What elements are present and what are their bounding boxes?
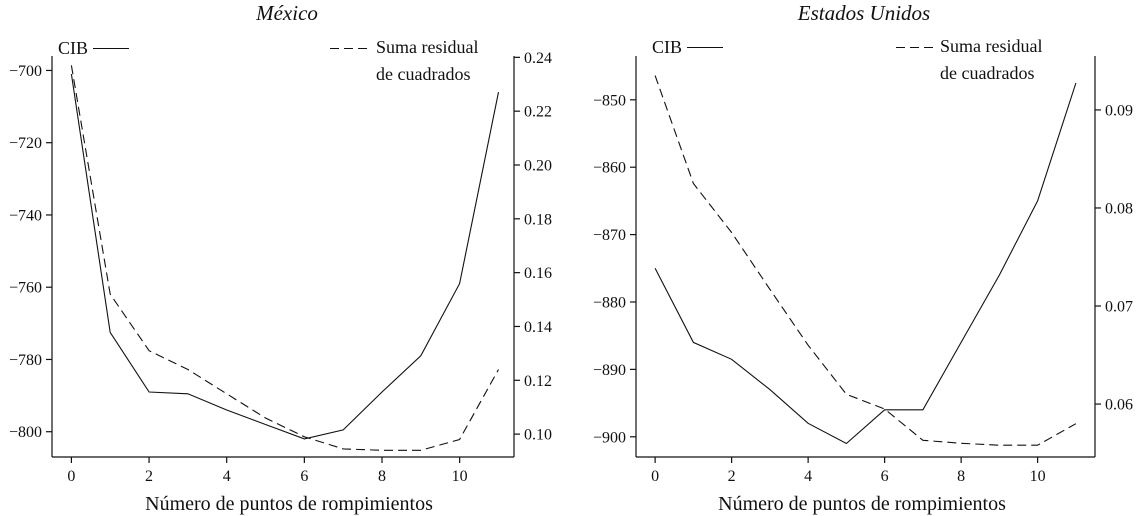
- x-tick-label: 2: [728, 468, 736, 485]
- right-y-tick-label: 0.09: [1105, 102, 1133, 119]
- left-y-tick-label: −720: [9, 135, 42, 152]
- x-tick-label: 4: [804, 468, 812, 485]
- legend-rss-label-line2: de cuadrados: [376, 64, 470, 84]
- legend-rss-label-line1: Suma residual: [376, 37, 478, 57]
- usa-panel: Estados Unidos Número de puntos de rompi…: [593, 1, 1133, 515]
- right-y-tick-label: 0.20: [524, 157, 552, 174]
- x-tick-label: 8: [957, 468, 965, 485]
- left-y-tick-label: −780: [9, 352, 42, 369]
- chart-title: Estados Unidos: [797, 1, 930, 25]
- right-y-tick-label: 0.24: [524, 50, 552, 67]
- right-y-tick-label: 0.14: [524, 319, 552, 336]
- left-y-tick-label: −890: [593, 362, 626, 379]
- right-y-tick-label: 0.08: [1105, 200, 1133, 217]
- right-y-tick-label: 0.12: [524, 373, 552, 390]
- left-y-tick-label: −700: [9, 63, 42, 80]
- legend-rss-label-line2: de cuadrados: [940, 63, 1034, 83]
- left-y-tick-label: −900: [593, 429, 626, 446]
- legend-cib-label: CIB: [58, 38, 88, 58]
- rss-series-line: [70, 65, 499, 451]
- left-y-tick-label: −760: [9, 280, 42, 297]
- x-axis-label: Número de puntos de rompimientos: [718, 493, 1006, 515]
- x-tick-label: 2: [145, 468, 153, 485]
- x-tick-label: 4: [223, 468, 231, 485]
- x-tick-label: 10: [452, 468, 468, 485]
- x-tick-label: 10: [1030, 468, 1046, 485]
- x-tick-label: 0: [651, 468, 659, 485]
- x-tick-label: 6: [881, 468, 889, 485]
- right-y-tick-label: 0.07: [1105, 299, 1133, 316]
- left-y-tick-label: −850: [593, 92, 626, 109]
- left-y-tick-label: −740: [9, 207, 42, 224]
- right-y-tick-label: 0.18: [524, 211, 552, 228]
- right-y-tick-label: 0.22: [524, 104, 552, 121]
- right-y-tick-label: 0.16: [524, 265, 552, 282]
- left-y-tick-label: −870: [593, 227, 626, 244]
- x-tick-label: 8: [378, 468, 386, 485]
- mexico-panel: México Número de puntos de rompimientos …: [9, 1, 552, 515]
- cib-series-line: [654, 82, 1077, 445]
- chart-title: México: [255, 1, 318, 25]
- right-y-tick-label: 0.06: [1105, 397, 1133, 414]
- left-y-tick-label: −800: [9, 424, 42, 441]
- left-y-tick-label: −860: [593, 160, 626, 177]
- rss-series-line: [654, 75, 1077, 446]
- legend-rss-label-line1: Suma residual: [940, 36, 1042, 56]
- x-tick-label: 6: [300, 468, 308, 485]
- left-y-tick-label: −880: [593, 294, 626, 311]
- x-axis-label: Número de puntos de rompimientos: [145, 493, 433, 515]
- cib-series-line: [70, 74, 500, 440]
- legend-cib-label: CIB: [652, 37, 682, 57]
- right-y-tick-label: 0.10: [524, 427, 552, 444]
- x-tick-label: 0: [67, 468, 75, 485]
